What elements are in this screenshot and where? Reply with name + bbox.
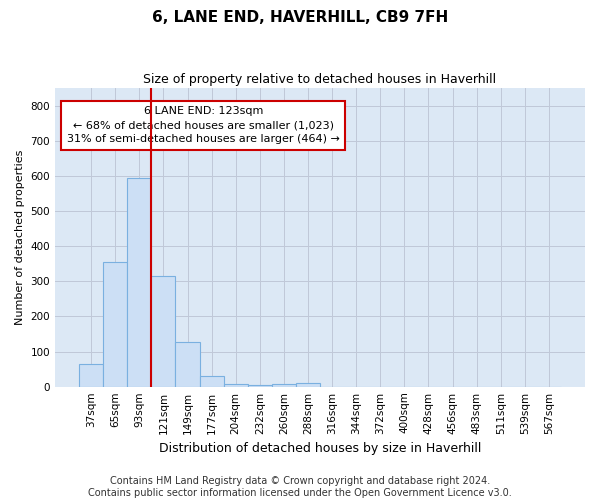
Bar [248, 385, 272, 386]
X-axis label: Distribution of detached houses by size in Haverhill: Distribution of detached houses by size … [159, 442, 481, 455]
Title: Size of property relative to detached houses in Haverhill: Size of property relative to detached ho… [143, 72, 497, 86]
Bar [79, 364, 103, 386]
Bar [103, 262, 127, 386]
Bar [296, 383, 320, 386]
Text: 6, LANE END, HAVERHILL, CB9 7FH: 6, LANE END, HAVERHILL, CB9 7FH [152, 10, 448, 25]
Bar [151, 276, 175, 386]
Bar [200, 376, 224, 386]
Bar [127, 178, 151, 386]
Text: 6 LANE END: 123sqm
← 68% of detached houses are smaller (1,023)
31% of semi-deta: 6 LANE END: 123sqm ← 68% of detached hou… [67, 106, 340, 144]
Y-axis label: Number of detached properties: Number of detached properties [15, 150, 25, 325]
Bar [272, 384, 296, 386]
Bar [224, 384, 248, 386]
Bar [175, 342, 200, 386]
Text: Contains HM Land Registry data © Crown copyright and database right 2024.
Contai: Contains HM Land Registry data © Crown c… [88, 476, 512, 498]
